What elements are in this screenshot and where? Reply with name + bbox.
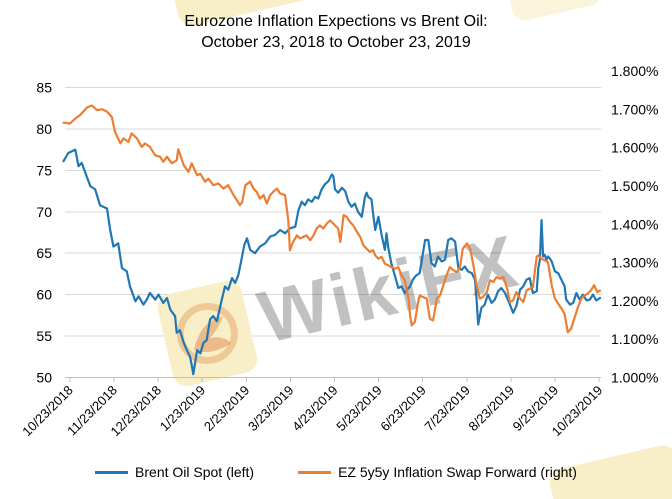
x-tick-label: 4/23/2019 (289, 383, 341, 435)
legend-label-ez5y5y: EZ 5y5y Inflation Swap Forward (right) (338, 464, 577, 480)
ez5y5y-series-line (62, 104, 602, 334)
y-left-tick-label: 55 (36, 328, 52, 344)
legend-item-brent: Brent Oil Spot (left) (95, 464, 254, 480)
y-right-tick-label: 1.100% (611, 331, 658, 347)
x-tick-label: 7/23/2019 (421, 383, 473, 435)
legend: Brent Oil Spot (left) EZ 5y5y Inflation … (0, 464, 672, 480)
y-left-tick-label: 60 (36, 287, 52, 303)
y-left-tick-label: 75 (36, 162, 52, 178)
x-tick-label: 3/23/2019 (245, 383, 297, 435)
y-right-tick-label: 1.000% (611, 370, 658, 386)
brent-series-line (62, 148, 602, 376)
watermark-logo-ring-icon (176, 302, 238, 364)
chart-title: Eurozone Inflation Expections vs Brent O… (0, 11, 672, 53)
watermark: WikiFX (157, 0, 672, 499)
y-right-tick-label: 1.200% (611, 293, 658, 309)
ez5y5y-line-swatch-icon (298, 470, 332, 474)
axes: 85 80 75 70 65 60 55 50 1.800% 1.700% 1.600% 1.500%… (19, 63, 658, 439)
x-tick-label: 6/23/2019 (377, 383, 429, 435)
legend-item-ez5y5y: EZ 5y5y Inflation Swap Forward (right) (298, 464, 577, 480)
y-left-tick-label: 50 (36, 370, 52, 386)
y-right-tick-label: 1.800% (611, 63, 658, 79)
y-right-tick-label: 1.600% (611, 140, 658, 156)
y-left-tick-label: 85 (36, 80, 52, 96)
chart-title-line1: Eurozone Inflation Expections vs Brent O… (184, 13, 488, 30)
x-tick-label: 5/23/2019 (333, 383, 385, 435)
y-left-tick-label: 70 (36, 204, 52, 220)
y-right-tick-label: 1.300% (611, 255, 658, 271)
x-tick-label: 8/23/2019 (466, 383, 518, 435)
chart-title-line2: October 23, 2018 to October 23, 2019 (201, 34, 471, 52)
series-lines (62, 104, 602, 376)
watermark-text: WikiFX (251, 219, 527, 359)
y-right-tick-label: 1.400% (611, 216, 658, 232)
legend-label-brent: Brent Oil Spot (left) (135, 464, 255, 480)
y-right-tick-label: 1.700% (611, 101, 658, 117)
y-right-tick-label: 1.500% (611, 178, 658, 194)
y-left-tick-label: 65 (36, 245, 52, 261)
gridlines (65, 87, 601, 378)
x-tick-label: 1/23/2019 (157, 383, 209, 435)
y-left-tick-label: 80 (36, 121, 52, 137)
brent-line-swatch-icon (95, 470, 129, 474)
watermark-tile-bottom-right (549, 445, 672, 499)
x-tick-label: 2/23/2019 (201, 383, 253, 435)
